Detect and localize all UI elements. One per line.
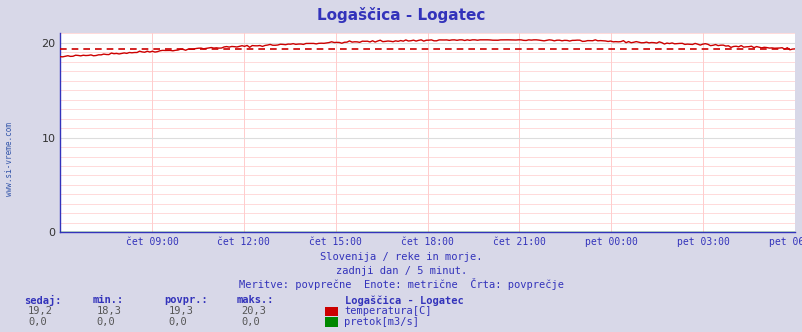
Text: Meritve: povprečne  Enote: metrične  Črta: povprečje: Meritve: povprečne Enote: metrične Črta:…: [239, 278, 563, 290]
Text: zadnji dan / 5 minut.: zadnji dan / 5 minut.: [335, 266, 467, 276]
Text: povpr.:: povpr.:: [164, 295, 208, 305]
Text: 19,3: 19,3: [168, 306, 193, 316]
Text: 0,0: 0,0: [28, 317, 47, 327]
Text: 0,0: 0,0: [168, 317, 187, 327]
Text: 20,3: 20,3: [241, 306, 265, 316]
Text: Slovenija / reke in morje.: Slovenija / reke in morje.: [320, 252, 482, 262]
Text: Logaščica - Logatec: Logaščica - Logatec: [345, 295, 464, 306]
Text: min.:: min.:: [92, 295, 124, 305]
Text: 19,2: 19,2: [28, 306, 53, 316]
Text: 0,0: 0,0: [96, 317, 115, 327]
Text: pretok[m3/s]: pretok[m3/s]: [344, 317, 419, 327]
Text: sedaj:: sedaj:: [24, 295, 62, 306]
Text: maks.:: maks.:: [237, 295, 274, 305]
Text: 0,0: 0,0: [241, 317, 259, 327]
Text: 18,3: 18,3: [96, 306, 121, 316]
Text: Logaščica - Logatec: Logaščica - Logatec: [317, 7, 485, 23]
Text: www.si-vreme.com: www.si-vreme.com: [5, 123, 14, 196]
Text: temperatura[C]: temperatura[C]: [344, 306, 431, 316]
